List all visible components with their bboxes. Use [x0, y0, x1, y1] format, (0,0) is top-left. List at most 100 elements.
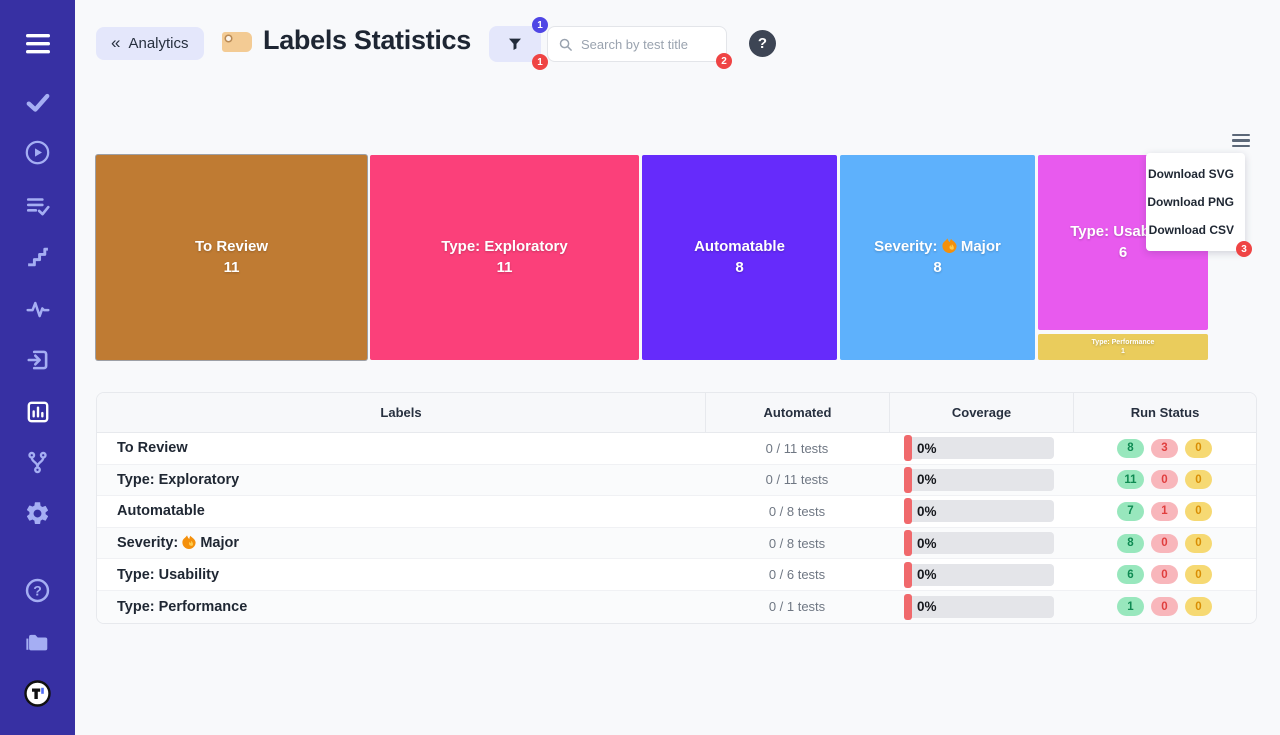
coverage-percent: 0% [917, 472, 937, 488]
treemap-block-type-exploratory[interactable]: Type: Exploratory 11 [370, 155, 639, 360]
row-automated: 0 / 1 tests [768, 599, 826, 615]
skipped-count-badge: 0 [1185, 565, 1212, 585]
passed-count-badge: 1 [1117, 597, 1144, 617]
tests-check-icon[interactable] [24, 88, 51, 115]
col-labels: Labels [380, 405, 422, 420]
help-button-label: ? [757, 35, 768, 52]
coverage-bar: 0% [904, 593, 1054, 620]
help-button[interactable]: ? [749, 30, 776, 57]
col-automated: Automated [705, 393, 889, 432]
row-coverage: 0% [889, 498, 1073, 525]
search-icon [559, 38, 572, 51]
row-coverage: 0% [889, 561, 1073, 588]
treemap-block-severity-major[interactable]: Severity: Major 8 [840, 155, 1035, 360]
coverage-bar: 0% [904, 466, 1054, 493]
coverage-bar-fill [904, 466, 912, 493]
failed-count-badge: 0 [1151, 533, 1178, 553]
branch-icon[interactable] [24, 449, 51, 476]
filter-badge-bottom: 1 [532, 54, 548, 70]
skipped-count-badge: 0 [1185, 533, 1212, 553]
download-menu: Download SVG Download PNG Download CSV 3 [1146, 153, 1252, 257]
folder-icon[interactable] [24, 629, 51, 656]
coverage-bar: 0% [904, 530, 1054, 557]
search-box: 2 [547, 26, 732, 69]
filter-badge-top: 1 [532, 17, 548, 33]
activity-pulse-icon[interactable] [24, 295, 51, 322]
coverage-percent: 0% [917, 440, 937, 456]
passed-count-badge: 6 [1117, 565, 1144, 585]
row-label[interactable]: Type: Exploratory [117, 471, 240, 488]
coverage-percent: 0% [917, 503, 937, 519]
row-automated: 0 / 11 tests [765, 440, 829, 456]
row-label[interactable]: Type: Performance [117, 598, 248, 615]
table-row: To Review 0 / 11 tests 0% 8 3 0 [97, 433, 1256, 465]
search-input[interactable] [581, 36, 711, 52]
failed-count-badge: 0 [1151, 565, 1178, 585]
labels-treemap: To Review 11 Type: Exploratory 11 Automata… [96, 155, 1208, 360]
coverage-bar-fill [904, 530, 912, 557]
milestones-steps-icon[interactable] [24, 243, 51, 270]
coverage-bar-fill [904, 561, 912, 588]
download-menu-badge: 3 [1236, 241, 1252, 257]
row-run-status: 7 1 0 [1073, 501, 1256, 521]
coverage-bar: 0% [904, 561, 1054, 588]
row-automated: 0 / 8 tests [768, 535, 826, 551]
skipped-count-badge: 0 [1185, 438, 1212, 458]
filter-button[interactable]: 1 1 [489, 17, 548, 70]
chart-menu-icon[interactable] [1232, 134, 1250, 150]
page-title-wrap: Labels Statistics [222, 25, 471, 56]
row-label[interactable]: Severity: Major [117, 535, 239, 552]
row-run-status: 1 0 0 [1073, 597, 1256, 617]
table-header: Labels Automated Coverage Run Status [97, 393, 1256, 433]
table-row: Type: Exploratory 0 / 11 tests 0% 11 0 0 [97, 464, 1256, 497]
analytics-bar-chart-icon[interactable] [24, 398, 51, 425]
funnel-icon [509, 38, 521, 50]
logo[interactable] [24, 680, 51, 707]
test-plans-list-check-icon[interactable] [24, 192, 51, 219]
row-coverage: 0% [889, 466, 1073, 493]
treemap-block-to-review[interactable]: To Review 11 [96, 155, 367, 360]
coverage-percent: 0% [917, 535, 937, 551]
coverage-bar-fill [904, 593, 912, 620]
coverage-bar-fill [904, 498, 912, 525]
download-png-item[interactable]: Download PNG [1147, 195, 1234, 209]
coverage-bar-fill [904, 435, 912, 462]
table-row: Type: Usability 0 / 6 tests 0% 6 0 0 [97, 559, 1256, 591]
table-row: Automatable 0 / 8 tests 0% 7 1 0 [97, 496, 1256, 528]
coverage-percent: 0% [917, 599, 937, 615]
coverage-percent: 0% [917, 567, 937, 583]
download-svg-item[interactable]: Download SVG [1147, 167, 1234, 181]
menu-icon[interactable] [24, 30, 51, 57]
table-row: Type: Performance 0 / 1 tests 0% 1 0 0 [97, 590, 1256, 623]
row-label[interactable]: Automatable [117, 503, 205, 520]
gear-icon[interactable] [24, 500, 51, 527]
row-run-status: 6 0 0 [1073, 565, 1256, 585]
back-button-label: Analytics [128, 35, 189, 52]
skipped-count-badge: 0 [1185, 597, 1212, 617]
failed-count-badge: 1 [1151, 501, 1178, 521]
coverage-bar: 0% [904, 498, 1054, 525]
row-coverage: 0% [889, 593, 1073, 620]
row-run-status: 8 0 0 [1073, 533, 1256, 553]
passed-count-badge: 8 [1117, 438, 1144, 458]
treemap-block-type-performance[interactable]: Type: Performance 1 [1038, 334, 1208, 360]
labels-table: Labels Automated Coverage Run Status To … [96, 392, 1257, 624]
failed-count-badge: 0 [1151, 597, 1178, 617]
passed-count-badge: 7 [1117, 501, 1144, 521]
page-title: Labels Statistics [263, 25, 471, 55]
row-automated: 0 / 6 tests [768, 567, 826, 583]
back-to-analytics-button[interactable]: « Analytics [96, 27, 204, 60]
col-coverage: Coverage [889, 393, 1073, 432]
row-label[interactable]: Type: Usability [117, 566, 220, 583]
runs-play-circle-icon[interactable] [24, 139, 51, 166]
help-circle-icon[interactable]: ? [24, 577, 51, 604]
tag-icon [222, 32, 252, 52]
import-icon[interactable] [24, 346, 51, 373]
main-content: « Analytics Labels Statistics 1 1 2 ? To… [75, 0, 1280, 735]
treemap-block-automatable[interactable]: Automatable 8 [642, 155, 837, 360]
skipped-count-badge: 0 [1185, 501, 1212, 521]
sidebar: ? [0, 0, 75, 735]
download-csv-item[interactable]: Download CSV [1148, 223, 1234, 237]
svg-text:?: ? [33, 582, 42, 598]
row-label[interactable]: To Review [117, 440, 188, 457]
